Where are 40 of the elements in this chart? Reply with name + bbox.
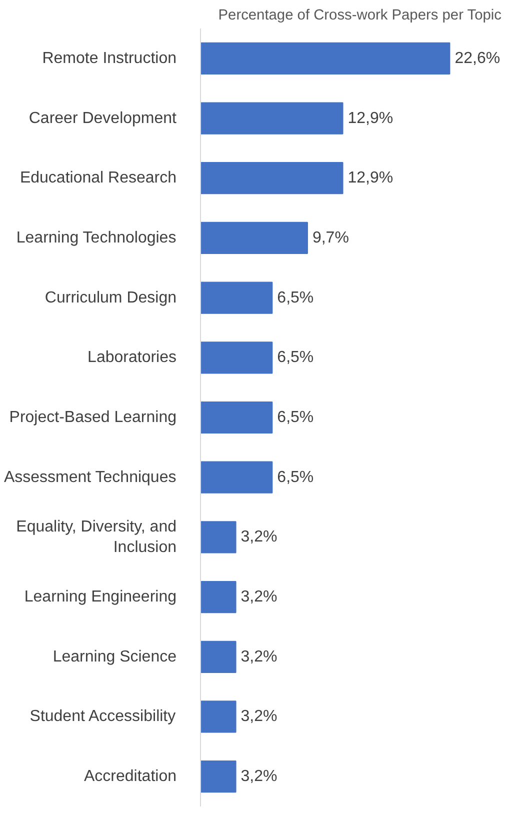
bar xyxy=(200,102,344,134)
bar xyxy=(200,342,273,374)
y-tick-label: Project-Based Learning xyxy=(9,409,177,426)
data-label: 22,6% xyxy=(454,50,500,67)
y-tick-label: Remote Instruction xyxy=(42,50,176,67)
data-label: 3,2% xyxy=(240,708,278,726)
bar xyxy=(200,461,273,494)
data-label: 12,9% xyxy=(348,110,394,127)
y-tick-label: Laboratories xyxy=(88,349,177,366)
data-label: 9,7% xyxy=(312,229,349,246)
data-label: 3,2% xyxy=(240,648,278,666)
data-label: 3,2% xyxy=(240,588,278,606)
data-label: 6,5% xyxy=(277,468,314,486)
data-label: 12,9% xyxy=(348,170,394,187)
bar xyxy=(200,580,236,614)
y-tick-label: Learning Science xyxy=(52,648,177,666)
bar xyxy=(200,162,344,194)
data-label: 6,5% xyxy=(277,409,314,426)
y-tick-label: Learning Engineering xyxy=(24,588,177,606)
data-label: 3,2% xyxy=(240,528,278,546)
y-tick-label: Educational Research xyxy=(20,170,177,187)
y-tick-label: Assessment Techniques xyxy=(4,468,176,486)
y-tick-label: Curriculum Design xyxy=(44,289,176,306)
chart-title: Percentage of Cross-work Papers per Topic xyxy=(218,8,502,24)
y-tick-label: Learning Technologies xyxy=(16,229,176,246)
y-tick-label: Equality, Diversity, and Inclusion xyxy=(16,518,177,556)
data-label: 6,5% xyxy=(277,289,314,306)
bar xyxy=(200,401,273,434)
y-tick-label: Accreditation xyxy=(84,768,177,786)
data-label: 6,5% xyxy=(277,349,314,366)
bar xyxy=(200,760,236,793)
y-tick-label: Student Accessibility xyxy=(30,708,176,726)
bar xyxy=(200,282,273,314)
bar xyxy=(200,640,236,673)
bar xyxy=(200,42,450,74)
data-label: 3,2% xyxy=(240,768,278,786)
bar xyxy=(200,521,236,554)
bar xyxy=(200,700,236,733)
bar xyxy=(200,222,308,254)
y-tick-label: Career Development xyxy=(28,110,178,127)
